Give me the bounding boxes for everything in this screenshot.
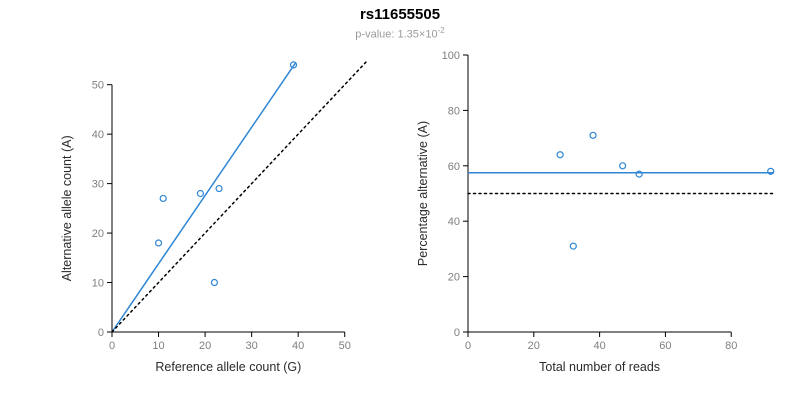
pvalue-exponent: -2 xyxy=(437,26,445,35)
data-point xyxy=(289,61,298,69)
figure-header: rs11655505 p-value: 1.35×10-2 xyxy=(0,6,800,41)
x-tick-label: 0 xyxy=(109,340,115,352)
x-tick-label: 30 xyxy=(246,340,258,352)
x-tick-label: 50 xyxy=(339,340,351,352)
chart-allele-counts: 0 10 20 30 40 50 0 10 20 30 40 50 Reference allele c… xyxy=(57,43,387,388)
data-point xyxy=(210,278,218,287)
data-point xyxy=(619,162,627,170)
y-tick-label: 20 xyxy=(92,228,104,240)
y-tick-label: 80 xyxy=(448,105,460,117)
x-tick-label: 20 xyxy=(528,340,540,352)
y-tick-label: 0 xyxy=(98,327,104,339)
y-tick-label: 30 xyxy=(92,179,104,191)
x-tick-label: 10 xyxy=(152,340,164,352)
data-point xyxy=(635,170,643,178)
scatter-plot-left: 0 10 20 30 40 50 0 10 20 30 40 50 Reference allele c… xyxy=(60,59,369,374)
data-point xyxy=(556,151,564,159)
y-tick-label: 100 xyxy=(442,50,460,62)
x-tick-label: 60 xyxy=(659,340,671,352)
y-tick-label: 20 xyxy=(448,272,460,284)
y-tick-label: 0 xyxy=(454,327,460,339)
data-point xyxy=(767,167,775,175)
y-tick-label: 40 xyxy=(448,216,460,228)
y-tick-label: 50 xyxy=(92,80,104,92)
data-point xyxy=(154,239,163,247)
page-title: rs11655505 xyxy=(359,6,441,23)
y-tick-label: 10 xyxy=(92,278,104,290)
y-axis-label: Percentage alternative (A) xyxy=(416,121,430,266)
data-point xyxy=(215,184,223,193)
x-axis-label: Reference allele count (G) xyxy=(155,360,301,374)
x-tick-label: 80 xyxy=(725,340,737,352)
fit-line xyxy=(111,61,297,333)
y-tick-label: 60 xyxy=(448,161,460,173)
data-point xyxy=(196,189,205,198)
data-point xyxy=(159,194,167,203)
pvalue-text: p-value: 1.35×10 xyxy=(355,28,438,41)
chart-percentage-reads: 0 20 40 60 80 0 20 40 60 80 100 Total number of rea… xyxy=(413,43,793,388)
x-axis-label: Total number of reads xyxy=(539,360,660,374)
x-tick-label: 40 xyxy=(292,340,304,352)
x-tick-label: 0 xyxy=(465,340,471,352)
x-tick-label: 40 xyxy=(593,340,605,352)
data-point xyxy=(569,242,577,250)
y-axis-label: Alternative allele count (A) xyxy=(60,135,74,281)
identity-line xyxy=(111,59,369,333)
x-tick-label: 20 xyxy=(199,340,211,352)
pvalue-subtitle: p-value: 1.35×10-2 xyxy=(0,26,800,41)
scatter-plot-right: 0 20 40 60 80 0 20 40 60 80 100 Total number of rea… xyxy=(416,50,775,374)
data-point xyxy=(589,131,597,139)
y-tick-label: 40 xyxy=(92,129,104,141)
